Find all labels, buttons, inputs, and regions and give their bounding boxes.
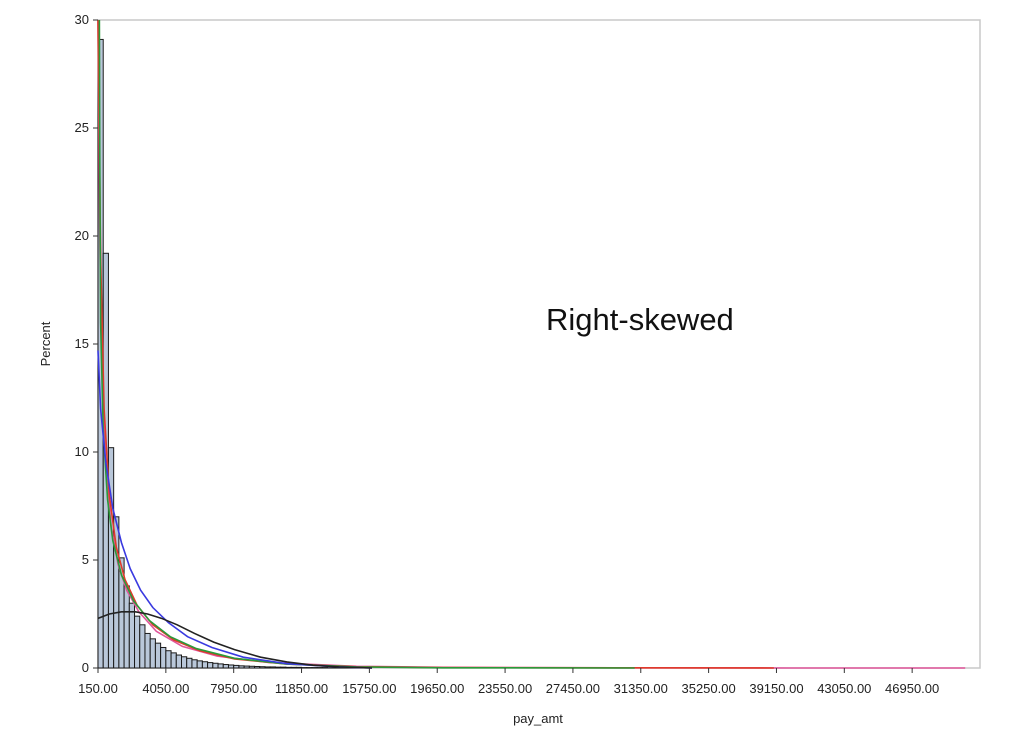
y-tick-label: 5 xyxy=(82,552,89,567)
histogram-bar xyxy=(165,650,172,669)
histogram-bar xyxy=(160,646,167,669)
histogram-bar xyxy=(212,662,219,669)
histogram-bar xyxy=(290,666,297,669)
histogram-bar xyxy=(217,663,224,669)
y-tick-label: 0 xyxy=(82,660,89,675)
histogram-bar xyxy=(191,659,198,669)
x-tick-label: 15750.00 xyxy=(342,681,396,696)
histogram-bar xyxy=(233,664,240,669)
y-tick-label: 30 xyxy=(75,12,89,27)
histogram-bar xyxy=(248,665,256,669)
histogram-bar xyxy=(243,665,250,669)
histogram-bar xyxy=(128,602,136,669)
density-curve xyxy=(97,350,373,669)
histogram-bar xyxy=(207,662,214,669)
histogram-bar xyxy=(186,657,193,669)
histogram-bar xyxy=(295,666,303,669)
y-axis: 0 5 10 15 20 25 30 xyxy=(75,12,98,675)
y-tick-label: 10 xyxy=(75,444,89,459)
histogram-bar xyxy=(181,656,188,669)
histogram-bar xyxy=(238,665,245,669)
histogram-bar xyxy=(227,664,235,669)
y-axis-title: Percent xyxy=(38,321,53,366)
histogram-bar xyxy=(201,661,209,669)
histogram-bar xyxy=(285,666,292,669)
histogram-bar xyxy=(170,652,177,669)
histogram-bar xyxy=(144,632,151,669)
histogram-bar xyxy=(139,624,146,669)
histogram-bar xyxy=(149,638,156,669)
y-tick-label: 20 xyxy=(75,228,89,243)
histogram-bar xyxy=(196,660,203,669)
histogram-bar xyxy=(175,654,182,669)
x-tick-label: 43050.00 xyxy=(817,681,871,696)
histogram-bar xyxy=(123,585,130,669)
density-curve xyxy=(97,611,373,669)
y-tick-label: 15 xyxy=(75,336,89,351)
x-tick-label: 11850.00 xyxy=(275,681,328,696)
histogram-bar xyxy=(254,665,261,669)
histogram-bar xyxy=(113,516,120,669)
x-tick-label: 150.00 xyxy=(78,681,118,696)
x-axis-title: pay_amt xyxy=(513,711,563,726)
histogram-bar xyxy=(269,666,276,669)
x-tick-label: 46950.00 xyxy=(885,681,939,696)
x-tick-label: 19650.00 xyxy=(410,681,464,696)
x-tick-label: 27450.00 xyxy=(546,681,600,696)
x-tick-label: 7950.00 xyxy=(210,681,257,696)
histogram-bar xyxy=(154,642,162,669)
x-tick-label: 35250.00 xyxy=(681,681,735,696)
histogram-bar xyxy=(222,664,229,669)
x-tick-label: 39150.00 xyxy=(749,681,803,696)
x-tick-label: 31350.00 xyxy=(614,681,668,696)
plot-frame xyxy=(97,19,981,669)
histogram-bar xyxy=(134,615,141,669)
skew-annotation: Right-skewed xyxy=(546,302,734,337)
density-curves xyxy=(97,19,966,669)
histogram-bar xyxy=(274,666,282,669)
histogram-bar xyxy=(280,666,287,669)
histogram-bar xyxy=(264,666,271,669)
histogram-bar xyxy=(259,666,266,669)
x-tick-label: 23550.00 xyxy=(478,681,532,696)
x-tick-label: 4050.00 xyxy=(142,681,189,696)
x-axis: 150.00 4050.00 7950.00 11850.00 15750.00 1965… xyxy=(78,668,939,696)
y-tick-label: 25 xyxy=(75,120,89,135)
